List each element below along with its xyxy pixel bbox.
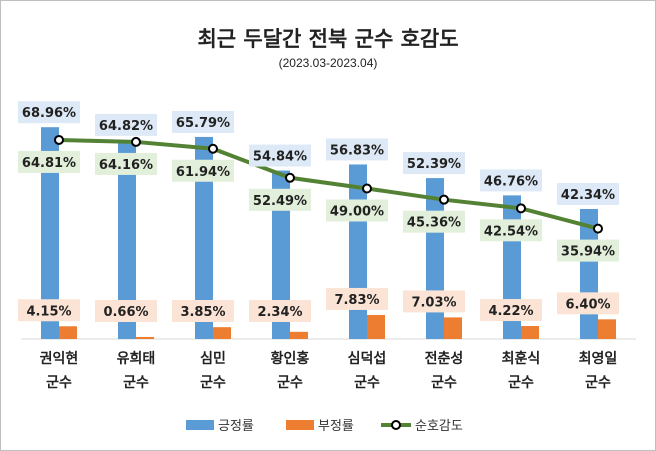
- bar-negative: [598, 319, 616, 339]
- label-positive: 42.34%: [561, 188, 615, 203]
- net-point: [516, 203, 526, 214]
- label-positive-bg: [18, 101, 80, 124]
- category-label: 심민: [200, 350, 226, 367]
- label-net-bg: [480, 219, 542, 242]
- label-positive: 56.83%: [330, 143, 384, 158]
- label-negative: 7.83%: [334, 293, 379, 308]
- category-label: 군수: [508, 375, 534, 391]
- label-net: 49.00%: [330, 205, 384, 220]
- category-label: 군수: [277, 375, 303, 391]
- net-point: [362, 183, 372, 194]
- label-positive: 68.96%: [22, 106, 76, 121]
- label-net: 35.94%: [561, 245, 615, 260]
- label-negative-bg: [95, 300, 157, 322]
- label-net-bg: [326, 199, 388, 222]
- chart-subtitle: (2023.03-2023.04): [278, 56, 378, 70]
- label-positive-bg: [557, 182, 619, 205]
- category-label: 최영일: [579, 350, 618, 367]
- label-net: 52.49%: [253, 194, 307, 209]
- bar-positive: [195, 136, 213, 339]
- label-positive: 65.79%: [176, 116, 230, 131]
- legend-swatch-negative: [286, 420, 314, 430]
- bar-positive: [272, 170, 290, 339]
- legend-swatch-positive: [186, 420, 214, 430]
- label-negative: 4.22%: [488, 304, 533, 319]
- label-net: 64.81%: [22, 156, 76, 171]
- label-negative-bg: [249, 300, 311, 322]
- label-negative-bg: [480, 299, 542, 322]
- net-point: [208, 143, 218, 154]
- label-positive-bg: [249, 144, 311, 167]
- category-label: 군수: [200, 375, 226, 391]
- category-label: 군수: [46, 375, 72, 391]
- chart-title: 최근 두달간 전북 군수 호감도: [197, 27, 459, 51]
- label-positive: 46.76%: [484, 174, 538, 189]
- label-negative: 7.03%: [411, 295, 456, 310]
- label-positive: 54.84%: [253, 150, 307, 165]
- label-negative: 3.85%: [180, 305, 225, 320]
- bar-positive: [118, 139, 136, 339]
- label-negative: 6.40%: [565, 297, 610, 312]
- legend-label: 부정률: [318, 419, 354, 434]
- bar-negative: [136, 336, 154, 339]
- category-label: 전춘성: [425, 350, 464, 367]
- label-negative-bg: [18, 299, 80, 322]
- bar-negative: [213, 327, 231, 339]
- label-negative: 4.15%: [26, 304, 71, 319]
- net-point: [439, 194, 449, 205]
- category-label: 군수: [585, 375, 611, 391]
- category-label: 황인홍: [271, 350, 310, 367]
- label-net-bg: [249, 188, 311, 211]
- label-net-bg: [172, 159, 234, 182]
- bar-negative: [59, 326, 77, 339]
- category-label: 군수: [123, 375, 149, 391]
- label-net-bg: [18, 150, 80, 173]
- label-positive-bg: [480, 169, 542, 192]
- category-label: 권익현: [40, 350, 79, 367]
- label-positive-bg: [95, 113, 157, 136]
- category-label: 유희태: [117, 351, 156, 367]
- bar-negative: [521, 326, 539, 339]
- label-positive: 64.82%: [99, 119, 153, 134]
- label-net: 61.94%: [176, 165, 230, 180]
- net-point: [285, 172, 295, 183]
- label-negative: 0.66%: [103, 305, 148, 320]
- label-negative-bg: [326, 287, 388, 310]
- label-negative: 2.34%: [257, 305, 302, 320]
- label-net: 42.54%: [484, 224, 538, 239]
- category-label: 군수: [431, 375, 457, 391]
- label-net-bg: [403, 210, 465, 233]
- bar-positive: [41, 127, 59, 340]
- category-label: 군수: [354, 375, 380, 391]
- category-label: 최훈식: [502, 350, 541, 367]
- bar-negative: [444, 317, 462, 339]
- bar-negative: [290, 331, 308, 339]
- category-label: 심덕섭: [348, 350, 387, 367]
- net-point: [54, 134, 64, 145]
- net-favorability-line: [58, 137, 599, 231]
- label-positive-bg: [172, 110, 234, 133]
- label-negative-bg: [403, 290, 465, 313]
- legend-label: 긍정률: [218, 419, 254, 434]
- legend-marker-net: [391, 420, 401, 430]
- net-point: [593, 223, 603, 234]
- net-point: [131, 136, 141, 147]
- label-net-bg: [557, 239, 619, 262]
- label-positive: 52.39%: [407, 157, 461, 172]
- label-negative-bg: [172, 300, 234, 322]
- label-net: 64.16%: [99, 158, 153, 173]
- label-positive-bg: [326, 138, 388, 161]
- legend-label: 순호감도: [415, 419, 463, 434]
- label-net-bg: [95, 152, 157, 175]
- label-negative-bg: [557, 292, 619, 315]
- label-positive-bg: [403, 152, 465, 175]
- label-net: 45.36%: [407, 216, 461, 231]
- bar-negative: [367, 314, 385, 339]
